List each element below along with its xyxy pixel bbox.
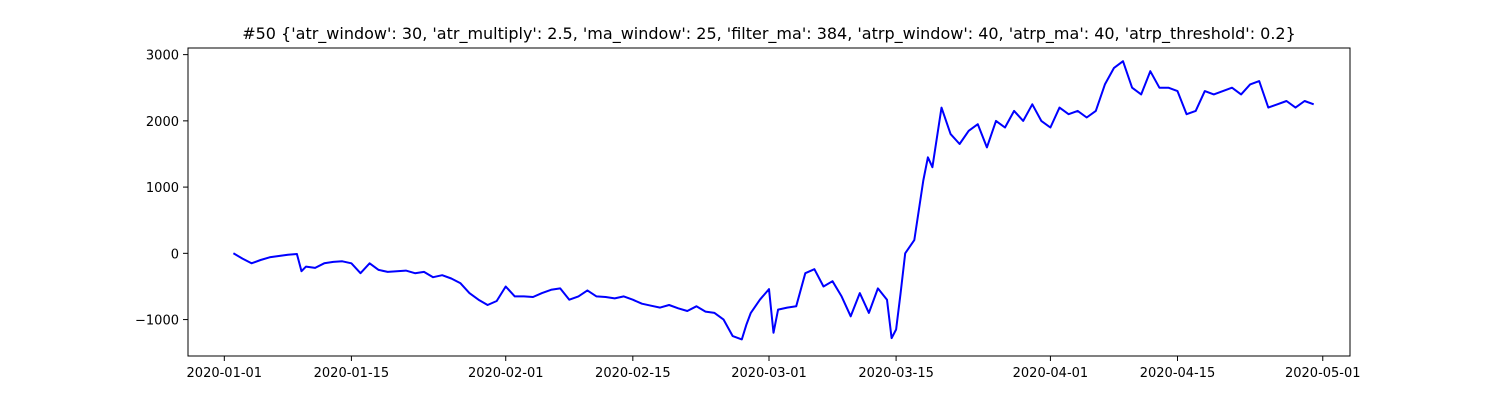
x-tick-label: 2020-03-15	[858, 366, 934, 381]
chart-title: #50 {'atr_window': 30, 'atr_multiply': 2…	[242, 24, 1296, 44]
plot-frame	[187, 47, 1351, 357]
y-tick-label: 2000	[146, 115, 179, 130]
y-tick-label: −1000	[135, 314, 179, 329]
x-tick-label: 2020-03-01	[731, 366, 807, 381]
x-tick-label: 2020-05-01	[1285, 366, 1361, 381]
plot-area	[232, 60, 1315, 341]
y-tick-label: 0	[171, 247, 179, 262]
x-tick-label: 2020-04-01	[1013, 366, 1089, 381]
x-tick-label: 2020-04-15	[1140, 366, 1216, 381]
y-axis: −1000 0 1000 2000 3000	[135, 49, 188, 329]
x-tick-label: 2020-02-15	[595, 366, 671, 381]
x-tick-label: 2020-02-01	[468, 366, 544, 381]
series-line-0	[232, 60, 1315, 341]
x-tick-label: 2020-01-01	[187, 366, 263, 381]
x-tick-label: 2020-01-15	[314, 366, 390, 381]
y-tick-label: 3000	[146, 49, 179, 64]
y-tick-label: 1000	[146, 181, 179, 196]
x-axis: 2020-01-01 2020-01-15 2020-02-01 2020-02-15…	[187, 356, 1361, 381]
